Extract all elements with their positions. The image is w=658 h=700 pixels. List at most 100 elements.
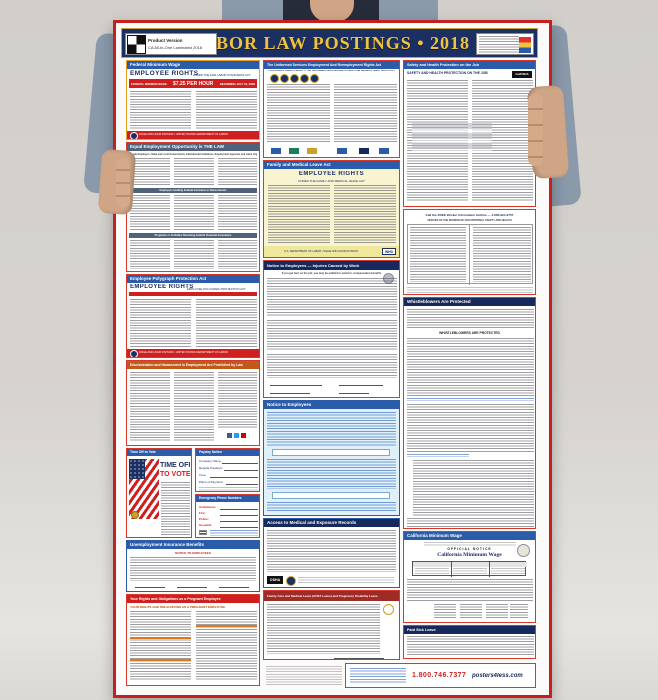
medical-records-header: Access to Medical and Exposure Records (264, 519, 399, 527)
section-emergency-phone-numbers: Emergency Phone Numbers Ambulance: Fire:… (195, 494, 260, 538)
text-block (267, 354, 397, 378)
eeo-band-contracts: Employers Holding Federal Contracts or S… (129, 188, 257, 193)
qr-code-icon (127, 35, 146, 54)
fmla-title: EMPLOYEE RIGHTS (298, 171, 365, 177)
polygraph-footer-text: WAGE AND HOUR DIVISION • UNITED STATES D… (139, 351, 228, 354)
text-block (407, 287, 533, 293)
text-block (267, 530, 396, 572)
fed-wage-footer-bar: WAGE AND HOUR DIVISION • UNITED STATES D… (127, 131, 259, 139)
section-time-off-to-vote: Time Off to Vote TIME OFF TO VOTE (126, 448, 192, 538)
text-block (130, 158, 170, 186)
eeo-band-assistance: Programs or Activities Receiving Federal… (129, 233, 257, 238)
fed-wage-subtitle: UNDER THE FAIR LABOR STANDARDS ACT (193, 73, 251, 77)
vote-title-line2: TO VOTE (160, 471, 190, 478)
text-block (210, 530, 258, 536)
emergency-row-label: Fire: (199, 511, 206, 515)
cfra-header: Family Care and Medical Leave (CFRA Leav… (264, 591, 399, 601)
text-block (218, 240, 257, 269)
form-field-box (272, 492, 390, 499)
form-line (220, 523, 258, 528)
userra-logo-strip (267, 147, 397, 155)
form-line (224, 466, 258, 471)
text-block (407, 338, 534, 396)
table-cell-text (415, 568, 449, 576)
text-block (267, 278, 397, 316)
publisher-logo-mark-icon (519, 37, 531, 53)
california-seal-icon (383, 604, 394, 615)
polygraph-rule-bar (129, 292, 257, 296)
fed-wage-footer-text: WAGE AND HOUR DIVISION • UNITED STATES D… (139, 133, 228, 136)
agency-logo-icon (271, 148, 281, 154)
unemployment-subtitle: NOTICE TO EMPLOYEES (175, 551, 211, 555)
ca-wage-title: California Minimum Wage (437, 551, 502, 558)
fmla-footer-text: U.S. DEPARTMENT OF LABOR • WAGE AND HOUR… (284, 250, 358, 253)
signature-line (135, 583, 165, 588)
text-block (130, 372, 170, 442)
section-polygraph-protection-act: Employee Polygraph Protection Act EMPLOY… (126, 274, 260, 358)
agency-logo-icon (337, 148, 347, 154)
section-pregnant-employee-rights: Your Rights and Obligations as a Pregnan… (126, 594, 260, 686)
rate-schedule-columns (434, 604, 456, 618)
product-version-box: Product Version CA All-In-One Laminated … (125, 33, 217, 55)
offices-title: OFFICES OF THE DIVISION OF OCCUPATIONAL … (427, 219, 512, 222)
table-cell-text (453, 568, 487, 576)
vote-title-line1: TIME OFF (160, 462, 190, 469)
section-whistleblowers-protected: Whistleblowers Are Protected WHISTLEBLOW… (403, 297, 536, 529)
flag-canton-graphic (129, 459, 145, 479)
military-seal-icon (290, 74, 299, 83)
text-block (174, 158, 214, 186)
form-line (334, 655, 384, 659)
hotline-line: Call the FREE Worker Information Hotline… (425, 213, 514, 217)
poster-title: LABOR LAW POSTINGS • 2018 (188, 33, 471, 53)
text-block (267, 320, 397, 350)
text-block (196, 299, 257, 347)
text-block (407, 309, 534, 329)
text-block (267, 459, 396, 489)
pregnant-subhead-rule (196, 625, 257, 627)
ca-wage-header: California Minimum Wage (404, 532, 535, 540)
person-neck (310, 0, 354, 22)
section-cal-osha-offices: Call the FREE Worker Information Hotline… (403, 209, 536, 295)
text-block (130, 611, 191, 681)
fed-wage-rate-label: FEDERAL MINIMUM WAGE (131, 82, 167, 86)
fed-wage-rate-effective: BEGINNING JULY 24, 2009 (219, 82, 255, 86)
person-left-fingers (116, 158, 130, 208)
polygraph-title: EMPLOYEE RIGHTS (130, 284, 194, 290)
table-column (473, 227, 531, 282)
form-line (270, 381, 322, 386)
hyperlink-line (407, 398, 534, 401)
signature-line (177, 583, 207, 588)
text-block (218, 158, 257, 186)
section-eeo-is-the-law: Equal Employment Opportunity is THE LAW … (126, 142, 260, 272)
table-column (410, 227, 466, 282)
text-block (130, 91, 191, 129)
text-block (130, 240, 170, 269)
fed-wage-rate-amount: $7.25 PER HOUR (173, 80, 214, 87)
payday-time-label: Time: (199, 473, 207, 477)
dir-seal-icon (286, 576, 296, 586)
form-field-box (272, 449, 390, 456)
text-block (407, 518, 534, 527)
form-line (220, 517, 258, 522)
military-seal-icon (300, 74, 309, 83)
california-seal-icon (131, 511, 139, 519)
section-cfra-pregnancy-leave: Family Care and Medical Leave (CFRA Leav… (263, 590, 400, 660)
eeo-intro: Private Employers, State and Local Gover… (129, 152, 257, 156)
form-line (226, 480, 258, 485)
section-injuries-caused-by-work: Notice to Employees — Injuries Caused by… (263, 260, 400, 398)
twitter-icon (234, 433, 239, 438)
text-block (174, 372, 214, 442)
rate-schedule-columns (460, 604, 482, 618)
emergency-row-label: Hospital: (199, 523, 212, 527)
text-block (424, 542, 516, 546)
text-block (218, 372, 257, 428)
text-block (407, 636, 534, 656)
payday-company-label: Company Name: (199, 459, 222, 463)
safety-header: Safety and Health Protection on the Job (404, 61, 535, 69)
fed-wage-rate-bar: FEDERAL MINIMUM WAGE $7.25 PER HOUR BEGI… (129, 79, 257, 88)
vote-header: Time Off to Vote (127, 449, 191, 456)
section-paid-sick-leave: Paid Sick Leave (403, 625, 536, 659)
edd-notice-header: Notice to Employees (264, 401, 399, 409)
table-divider (489, 562, 490, 577)
